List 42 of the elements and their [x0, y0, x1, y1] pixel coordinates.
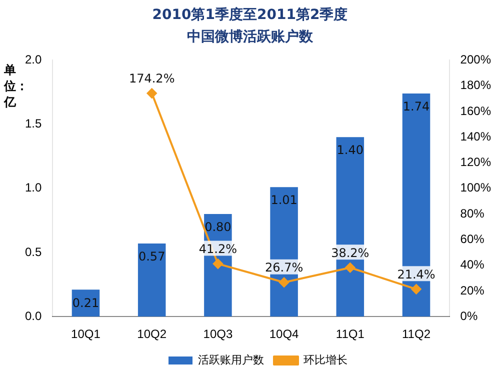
data-label: 26.7% — [264, 260, 304, 274]
data-label: 0.21 — [72, 296, 100, 310]
point — [411, 284, 422, 294]
legend-label: 环比增长 — [304, 354, 348, 367]
y2-tick-label: 20% — [460, 283, 485, 298]
y2-tick-label: 40% — [460, 258, 485, 272]
point — [345, 262, 356, 273]
y-tick-label: 0.5 — [24, 244, 42, 259]
legend-label: 活跃账用户数 — [198, 354, 264, 367]
x-tick-label: 10Q2 — [137, 327, 167, 342]
x-tick-label: 10Q1 — [71, 327, 101, 342]
data-label: 41.2% — [198, 242, 238, 256]
y2-tick-label: 180% — [460, 78, 492, 92]
point — [212, 258, 223, 269]
point — [146, 88, 157, 98]
y-tick-label: 0.0 — [24, 308, 42, 323]
y2-tick-label: 60% — [460, 232, 485, 246]
data-label: 1.40 — [336, 143, 364, 158]
bar — [138, 244, 166, 317]
data-label: 1.01 — [270, 193, 298, 208]
data-label: 0.80 — [204, 220, 232, 234]
y2-tick-label: 120% — [460, 155, 492, 170]
y2-tick-label: 100% — [460, 180, 492, 195]
y2-tick-label: 80% — [460, 206, 485, 220]
x-tick-label: 10Q4 — [269, 327, 300, 342]
x-tick-label: 10Q3 — [203, 327, 233, 342]
y2-tick-label: 200% — [460, 52, 492, 67]
y-tick-label: 1.5 — [24, 116, 42, 131]
y2-tick-label: 140% — [460, 129, 492, 144]
data-label: 174.2% — [128, 71, 175, 86]
y2-tick-label: 0% — [460, 308, 478, 323]
data-label: 1.74 — [402, 100, 430, 114]
data-label: 21.4% — [397, 267, 436, 282]
data-label: 38.2% — [331, 246, 370, 260]
x-tick-label: 11Q2 — [402, 327, 431, 342]
chart-title: 2010第1季度至2011第2季度 — [151, 6, 349, 24]
chart-subtitle: 中国微博活跃账户数 — [186, 28, 314, 46]
y2-tick-label: 160% — [460, 104, 492, 118]
data-label: 0.57 — [138, 250, 166, 264]
point — [279, 277, 290, 288]
x-tick-label: 11Q1 — [336, 327, 365, 342]
y-tick-label: 1.0 — [24, 180, 42, 195]
